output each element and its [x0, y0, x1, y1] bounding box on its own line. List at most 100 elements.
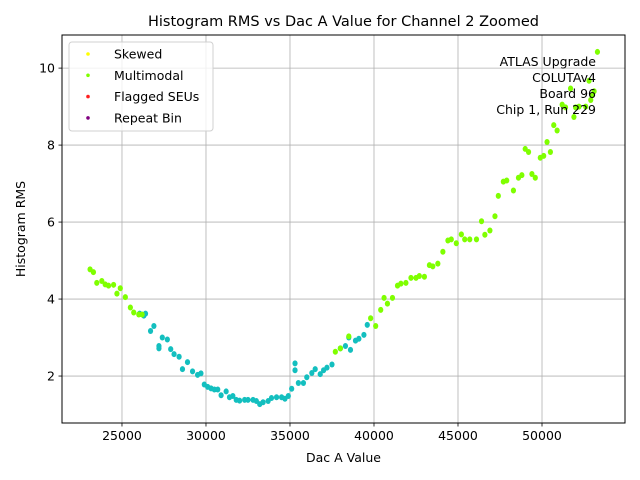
data-point: [342, 343, 349, 350]
data-point: [168, 346, 174, 353]
data-point: [430, 263, 436, 270]
data-point: [462, 236, 468, 243]
data-point: [127, 304, 133, 311]
data-point: [510, 187, 517, 194]
data-point: [189, 368, 196, 375]
data-point: [114, 290, 120, 297]
data-point: [312, 366, 318, 373]
data-point: [594, 48, 601, 55]
series-normal: [137, 310, 370, 408]
legend-marker: [86, 52, 90, 56]
data-point: [300, 379, 307, 386]
data-point: [105, 282, 112, 289]
legend-marker: [86, 73, 90, 78]
data-point: [304, 374, 310, 381]
data-point: [230, 393, 236, 400]
data-point: [346, 333, 352, 340]
data-point: [368, 315, 374, 322]
data-point: [90, 269, 97, 276]
data-point: [179, 366, 186, 373]
data-point: [435, 260, 441, 267]
data-point: [378, 306, 384, 313]
data-point: [458, 231, 464, 238]
data-point: [384, 300, 391, 307]
legend-marker: [86, 116, 90, 120]
data-point: [482, 231, 488, 238]
data-point: [156, 345, 162, 352]
data-point: [317, 371, 323, 378]
data-point: [389, 294, 396, 301]
y-axis-ticks: 2 4 6 8 10: [39, 61, 62, 384]
data-point: [547, 149, 554, 156]
data-point: [171, 351, 177, 358]
data-point: [504, 177, 510, 184]
data-point: [588, 97, 594, 104]
y-tick-label: 6: [47, 215, 55, 230]
data-point: [529, 170, 535, 177]
grid: [62, 35, 625, 423]
data-point: [381, 294, 387, 301]
x-tick-label: 50000: [522, 428, 562, 443]
data-points: [87, 48, 601, 408]
series-multimodal: [87, 48, 601, 355]
legend-box: [68, 41, 214, 132]
data-point: [223, 388, 229, 395]
data-point: [473, 236, 480, 243]
data-point: [519, 172, 525, 179]
data-point: [159, 334, 165, 341]
data-point: [99, 277, 105, 284]
data-point: [373, 323, 379, 329]
data-point: [453, 240, 459, 247]
data-point: [364, 321, 370, 328]
data-point: [273, 394, 280, 401]
data-point: [554, 127, 560, 134]
data-point: [245, 396, 251, 403]
data-point: [551, 122, 557, 129]
data-point: [285, 393, 291, 400]
data-point: [403, 279, 409, 286]
data-point: [309, 369, 315, 376]
legend-label: Repeat Bin: [114, 110, 182, 125]
x-tick-label: 45000: [438, 428, 478, 443]
data-point: [478, 218, 485, 225]
data-point: [398, 280, 404, 287]
data-point: [495, 192, 501, 199]
y-axis-label: Histogram RMS: [13, 181, 28, 277]
data-point: [295, 379, 301, 386]
x-axis-ticks: 25000 30000 35000 40000 45000 50000: [102, 423, 562, 443]
x-tick-label: 35000: [270, 428, 310, 443]
data-point: [151, 323, 157, 329]
axes-frame: [61, 34, 626, 424]
data-point: [416, 272, 422, 279]
data-point: [198, 370, 204, 377]
data-point: [236, 397, 243, 404]
x-tick-label: 25000: [102, 428, 142, 443]
data-point: [268, 394, 275, 401]
data-point: [337, 345, 343, 352]
y-tick-label: 8: [47, 138, 55, 153]
data-point: [448, 236, 454, 243]
legend-label: Skewed: [114, 47, 162, 62]
x-tick-label: 30000: [186, 428, 226, 443]
data-point: [184, 359, 191, 366]
data-point: [541, 152, 547, 159]
data-point: [487, 227, 493, 234]
data-point: [467, 236, 473, 243]
x-tick-label: 40000: [354, 428, 394, 443]
data-point: [110, 281, 117, 288]
data-point: [356, 335, 362, 342]
data-point: [292, 360, 298, 367]
data-point: [324, 364, 330, 371]
data-point: [332, 348, 338, 355]
data-point: [567, 85, 574, 92]
data-point: [260, 399, 266, 406]
data-point: [117, 285, 123, 292]
data-point: [347, 346, 354, 353]
legend: Skewed Multimodal Flagged SEUs Repeat Bin: [68, 41, 214, 132]
annotation-line: Chip 1, Run 229: [496, 102, 596, 117]
data-point: [440, 248, 446, 255]
data-point: [492, 213, 498, 220]
data-point: [147, 328, 154, 335]
